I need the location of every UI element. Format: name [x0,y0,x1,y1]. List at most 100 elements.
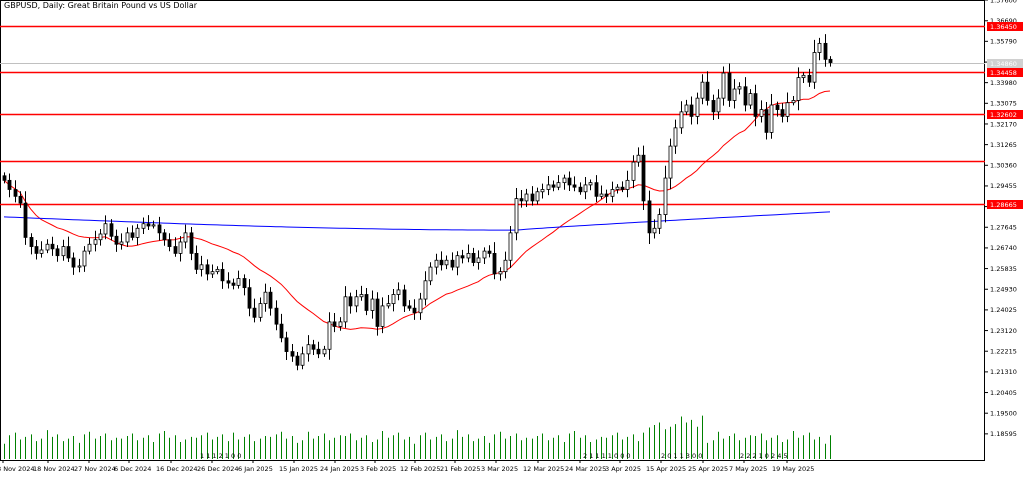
candle-body [322,348,327,355]
candle-body [732,88,737,101]
candle [268,287,273,316]
candle [29,233,34,255]
candle-body [530,193,535,202]
current-price-text: 1.34860 [990,60,1017,68]
candle-body [796,77,801,101]
x-tick-label: 18 Nov 2024 [33,465,75,473]
candle [743,77,748,112]
candle-body [801,74,806,79]
candle [705,71,710,106]
candle-body [252,307,257,318]
candle-body [258,303,263,318]
candle [583,177,588,200]
candle [220,262,225,289]
candle-body [434,259,439,268]
candle-body [199,264,204,270]
candle-body [604,193,609,197]
candle-body [39,249,44,254]
level-label: 1.34458 [987,68,1023,77]
candle-body [316,348,321,355]
x-tick-label: 24 Jan 2025 [320,465,359,473]
candle [114,229,119,252]
x-tick-label: 6 Dec 2024 [114,465,151,473]
candle [391,289,396,312]
candle-body [354,296,359,307]
candle-body [524,193,529,202]
candle-body [700,81,705,99]
candle [284,331,289,361]
candle [439,251,444,271]
candle-body [663,177,668,215]
candle-body [396,289,401,295]
level-label-text: 1.28665 [990,201,1017,209]
candle [290,344,295,362]
candle [578,182,583,195]
candle [508,226,513,269]
candle [711,94,716,120]
candle-body [807,74,812,83]
candle [610,181,615,203]
candle-body [695,97,700,117]
candle [759,100,764,123]
candle [641,145,646,211]
candle-body [466,252,471,259]
current-price-box [987,59,1023,68]
candle [61,239,66,261]
candle [567,171,572,191]
candle-body [599,193,604,197]
candle-body [727,72,732,101]
candle-body [7,179,12,190]
candle [236,270,241,289]
level-label-text: 1.36450 [990,23,1017,31]
chart-title: GBPUSD, Daily: Great Britain Pound vs US… [4,1,198,10]
candle [807,68,812,87]
candle [796,67,801,111]
candle-body [817,42,822,53]
candle [66,236,71,262]
candle-body [82,250,87,267]
candle [34,240,39,260]
y-tick-label: 1.36690 [990,17,1017,25]
level-label: 1.32602 [987,110,1023,119]
candle [652,219,657,239]
candle [258,297,263,322]
candle [514,187,519,241]
y-tick-label: 1.20405 [990,389,1017,397]
y-tick-label: 1.33075 [990,100,1017,108]
y-tick-label: 1.18595 [990,430,1017,438]
x-tick-label: 7 May 2025 [729,465,767,473]
candle [178,236,183,262]
candle-body [135,227,140,238]
candle-body [716,97,721,113]
candle-body [311,344,316,350]
candle [183,224,188,249]
y-tick-label: 1.22215 [990,348,1017,356]
candle [130,225,135,241]
candle-body [471,252,476,263]
candle-body [508,232,513,261]
candle [732,79,737,109]
candle-body [668,145,673,179]
candle-body [418,298,423,314]
candle [434,253,439,275]
x-tick-label: 6 Jan 2025 [238,465,273,473]
candle-body [220,268,225,282]
candle [274,300,279,331]
y-tick-label: 1.30360 [990,162,1017,170]
candle-body [572,184,577,188]
candle [295,352,300,371]
candle [572,176,577,192]
candle-body [737,86,742,90]
candle [636,147,641,167]
level-label-box [987,200,1023,209]
candle [647,190,652,245]
candle-body [375,298,380,327]
candle [77,258,82,273]
candle-body [359,294,364,298]
candle [450,252,455,271]
candle [423,271,428,306]
y-tick-label: 1.29455 [990,182,1017,190]
x-tick-label: 26 Dec 2024 [197,465,239,473]
candle-body [343,296,348,323]
candle-body [455,255,460,268]
